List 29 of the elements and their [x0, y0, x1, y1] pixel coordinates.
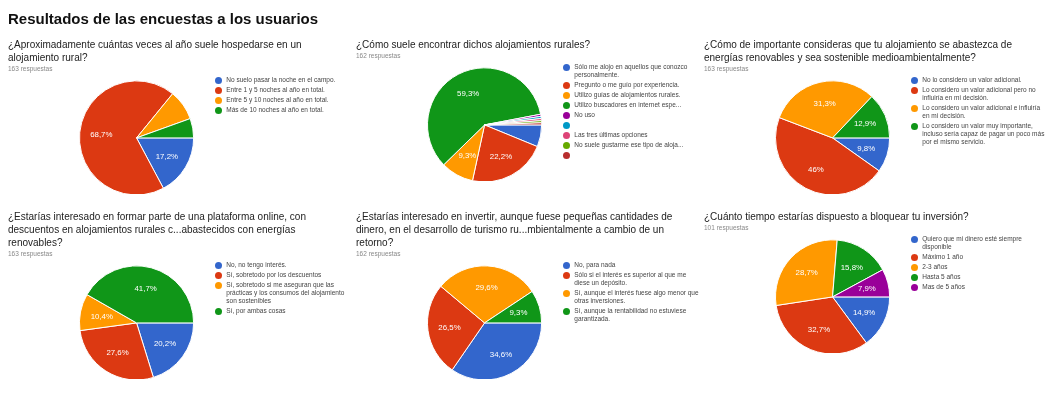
data-label: 20,2%	[153, 339, 177, 349]
data-label: 12,9%	[853, 119, 877, 129]
data-label: 7,9%	[857, 283, 876, 293]
data-label: 68,7%	[90, 129, 113, 139]
data-label: 27,6%	[106, 348, 129, 358]
data-label: 22,2%	[489, 151, 513, 161]
text: Resultados de las encuestas a los usuarios	[8, 9, 320, 29]
data-label: 28,7%	[795, 268, 818, 278]
chart-title: ¿Estarías interesado en formar parte de una plataforma online, con descuentos en alojamientos rurales c...abastecidos con energías renovables?	[8, 210, 307, 249]
data-label: 9,3%	[458, 151, 477, 161]
data-label: 46%	[808, 164, 824, 174]
data-label: 29,6%	[475, 283, 498, 293]
chart-title: ¿Aproximadamente cuántas veces al año suele hospedarse en un alojamiento rural?	[8, 38, 303, 64]
data-label: 59,3%	[457, 89, 480, 99]
chart-title: ¿Cómo suele encontrar dichos alojamientos rurales?	[356, 38, 591, 51]
data-label: 17,2%	[155, 151, 179, 161]
data-label: 9,3%	[509, 308, 528, 318]
data-label: 26,5%	[438, 323, 461, 333]
data-label: 31,3%	[813, 98, 836, 108]
data-label: 14,9%	[852, 308, 876, 318]
chart-title: ¿Cuánto tiempo estarías dispuesto a bloquear tu inversión?	[704, 210, 970, 223]
chart-title: ¿Cómo de importante consideras que tu alojamiento se abastezca de energías renovables y sea sostenible medioambientalmente?	[704, 38, 1013, 64]
data-label: 9,8%	[857, 144, 876, 154]
chart-title: ¿Estarías interesado en invertir, aunque fuese pequeñas cantidades de dinero, en el desarrollo de turismo ru...mbientalmente a cambio de un retorno?	[356, 210, 674, 249]
data-label: 15,8%	[840, 262, 864, 272]
data-label: 10,4%	[90, 311, 113, 321]
data-label: 32,7%	[807, 325, 831, 335]
data-label: 34,6%	[489, 349, 513, 359]
data-label: 41,7%	[134, 284, 157, 294]
